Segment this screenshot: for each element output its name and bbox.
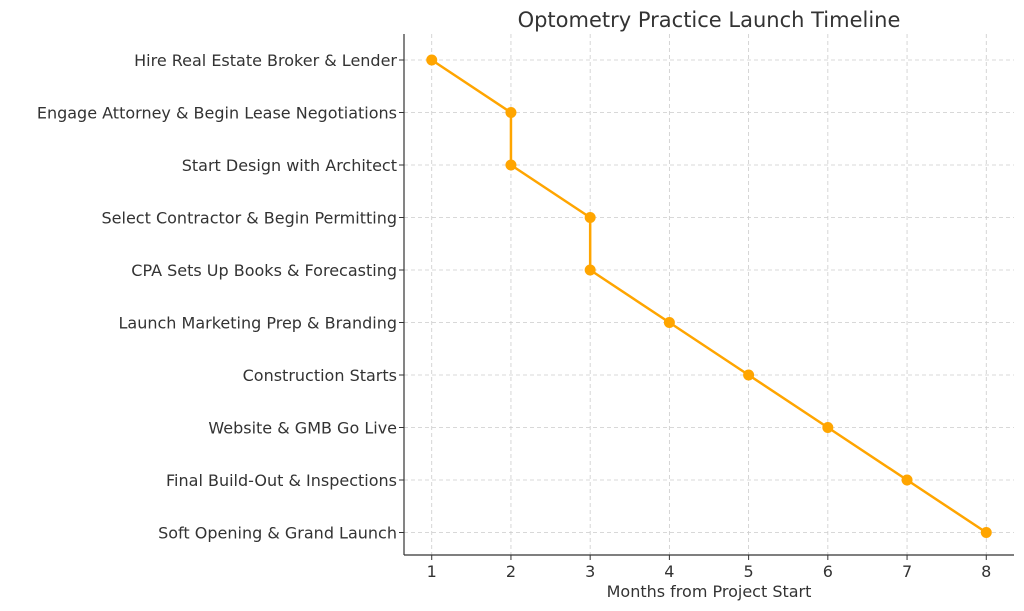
- x-tick-label: 8: [981, 562, 991, 581]
- x-tick-label: 4: [664, 562, 674, 581]
- x-tick-labels: 1 2 3 4 5 6 7 8: [427, 555, 991, 581]
- data-point: [426, 54, 438, 66]
- data-point: [822, 422, 834, 433]
- series-line: [431, 58, 987, 534]
- grid: [404, 34, 1014, 555]
- y-tick-label: Start Design with Architect: [182, 156, 397, 175]
- data-point: [584, 212, 596, 223]
- data-point: [901, 474, 913, 486]
- y-tick-label: Final Build-Out & Inspections: [166, 471, 397, 490]
- data-point: [743, 369, 755, 381]
- y-tick-label: Engage Attorney & Begin Lease Negotiatio…: [37, 104, 397, 123]
- data-point: [505, 159, 517, 171]
- series-timeline: [426, 54, 992, 538]
- chart-title: Optometry Practice Launch Timeline: [518, 8, 901, 32]
- y-tick-label: Launch Marketing Prep & Branding: [119, 314, 398, 333]
- y-tick-label: Hire Real Estate Broker & Lender: [134, 51, 397, 70]
- y-tick-label: Soft Opening & Grand Launch: [158, 524, 397, 543]
- y-tick-labels: Hire Real Estate Broker & Lender Engage A…: [37, 51, 404, 543]
- data-point: [584, 264, 596, 276]
- data-point: [980, 527, 992, 538]
- y-tick-label: CPA Sets Up Books & Forecasting: [131, 261, 397, 280]
- x-tick-label: 5: [744, 562, 754, 581]
- axes: [403, 34, 1014, 556]
- data-point: [663, 317, 675, 328]
- x-tick-label: 2: [506, 562, 516, 581]
- x-tick-label: 3: [585, 562, 595, 581]
- x-tick-label: 1: [427, 562, 437, 581]
- y-tick-label: Construction Starts: [243, 366, 397, 385]
- x-tick-label: 7: [902, 562, 912, 581]
- y-tick-label: Select Contractor & Begin Permitting: [102, 209, 397, 228]
- data-point: [505, 107, 517, 118]
- y-tick-label: Website & GMB Go Live: [208, 419, 397, 438]
- x-tick-label: 6: [823, 562, 833, 581]
- x-axis-label: Months from Project Start: [607, 582, 812, 601]
